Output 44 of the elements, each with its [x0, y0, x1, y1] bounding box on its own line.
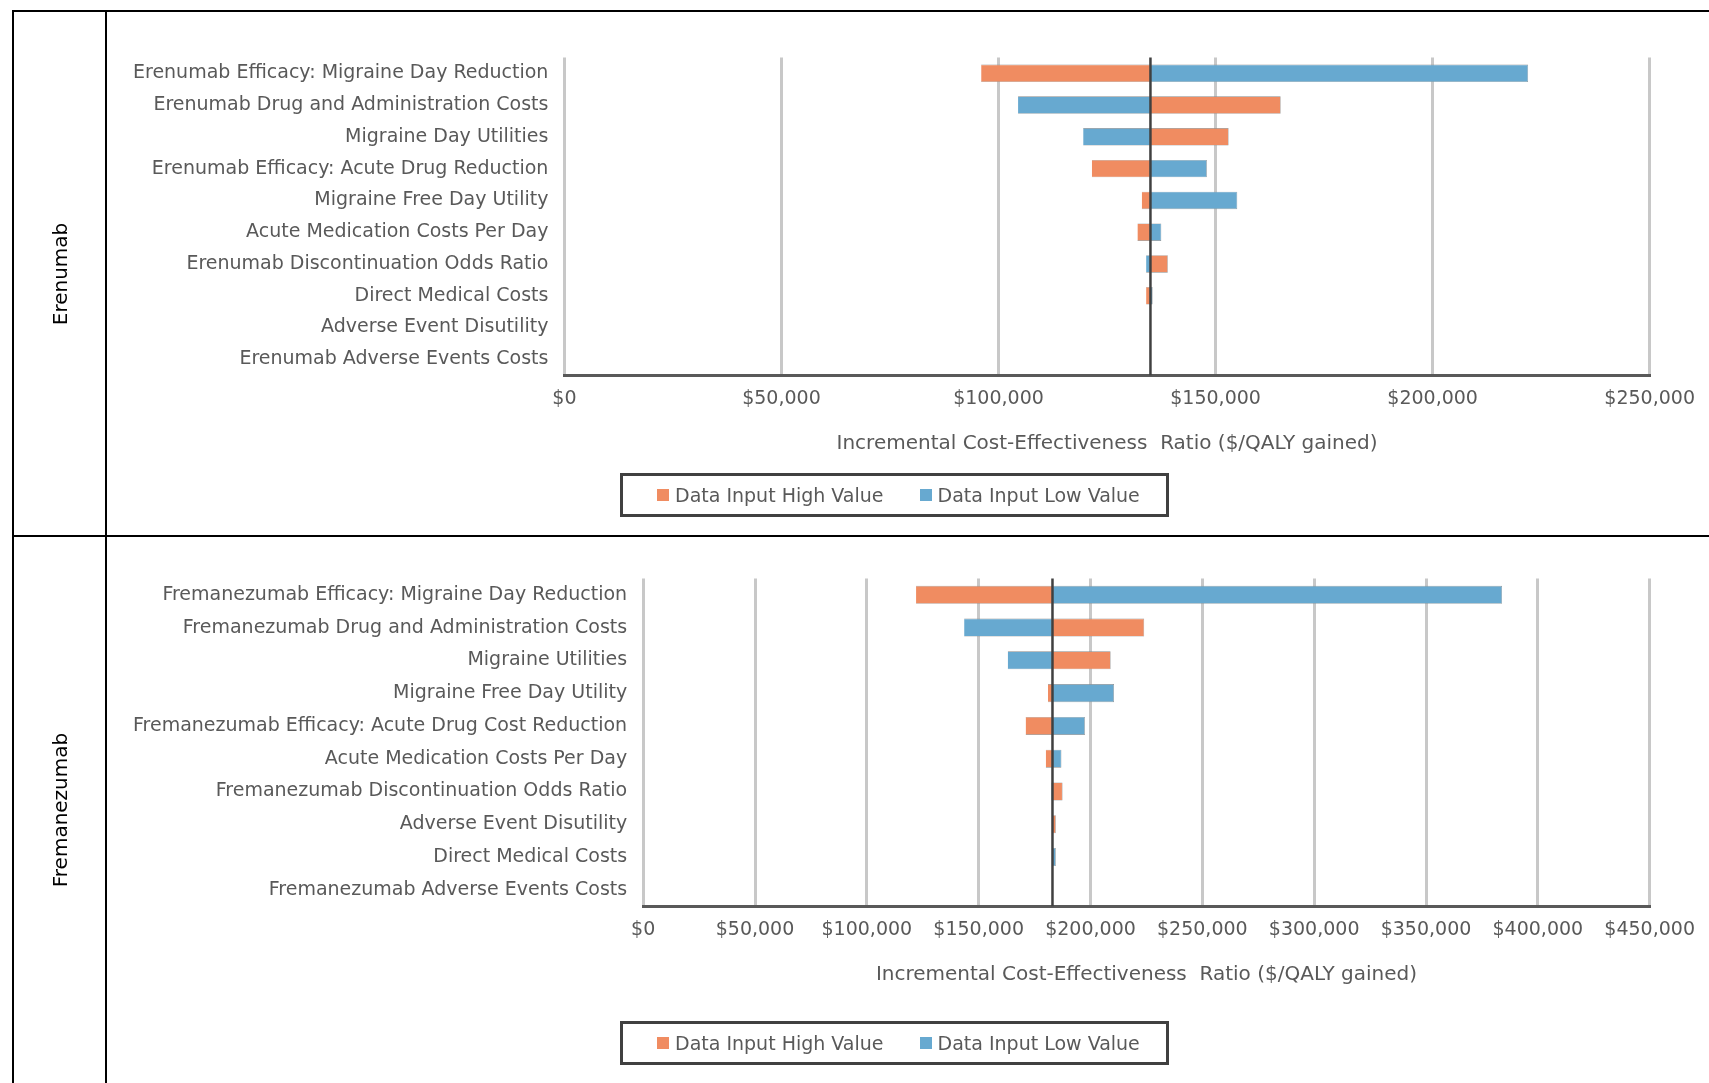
- x-tick-label: $200,000: [1045, 916, 1136, 939]
- x-tick-label: $150,000: [933, 916, 1024, 939]
- y-tick-label: Adverse Event Disutility: [321, 314, 549, 337]
- x-tick-label: $300,000: [1268, 916, 1360, 939]
- x-tick-label: $150,000: [1170, 385, 1261, 408]
- x-tick-label: $450,000: [1604, 916, 1696, 939]
- y-tick-label: Migraine Day Utilities: [345, 123, 549, 146]
- legend-label: Data Input High Value: [675, 484, 884, 506]
- y-tick-label: Fremanezumab Efficacy: Migraine Day Reduction: [162, 581, 628, 604]
- y-tick-label: Fremanezumab Adverse Events Costs: [268, 876, 628, 899]
- y-tick-label: Erenumab Efficacy: Acute Drug Reduction: [151, 155, 549, 178]
- y-tick-label: Fremanezumab Discontinuation Odds Ratio: [215, 778, 628, 801]
- x-tick-label: $400,000: [1492, 916, 1584, 939]
- y-tick-label: Direct Medical Costs: [354, 282, 549, 305]
- y-tick-label: Fremanezumab Efficacy: Acute Drug Cost Reduction: [133, 712, 628, 735]
- y-tick-label: Acute Medication Costs Per Day: [324, 745, 628, 768]
- y-tick-label: Direct Medical Costs: [433, 843, 628, 866]
- y-tick-label: Migraine Free Day Utility: [393, 680, 628, 703]
- y-tick-label: Migraine Free Day Utility: [314, 187, 549, 210]
- x-tick-label: $200,000: [1387, 385, 1478, 408]
- legend-label: Data Input Low Value: [937, 484, 1140, 506]
- y-tick-label: Erenumab Discontinuation Odds Ratio: [186, 250, 549, 273]
- x-tick-label: $100,000: [821, 916, 913, 939]
- y-tick-label: Adverse Event Disutility: [399, 811, 628, 834]
- x-tick-label: $50,000: [742, 385, 821, 408]
- legend-label: Data Input Low Value: [937, 1032, 1140, 1054]
- x-tick-label: $350,000: [1380, 916, 1472, 939]
- y-tick-label: Erenumab Efficacy: Migraine Day Reduction: [132, 60, 549, 83]
- x-tick-label: $0: [631, 916, 656, 939]
- x-axis-title: Incremental Cost-Effectiveness Ratio ($/QALY gained): [836, 430, 1378, 455]
- y-tick-label: Migraine Utilities: [467, 647, 628, 670]
- y-tick-label: Erenumab Drug and Administration Costs: [153, 92, 549, 115]
- y-tick-label: Acute Medication Costs Per Day: [246, 219, 549, 242]
- y-tick-label: Erenumab Adverse Events Costs: [239, 346, 549, 369]
- x-tick-label: $250,000: [1604, 385, 1696, 408]
- x-tick-label: $250,000: [1157, 916, 1248, 939]
- x-axis-title: Incremental Cost-Effectiveness Ratio ($/QALY gained): [875, 961, 1417, 986]
- y-tick-label: Fremanezumab Drug and Administration Costs: [182, 614, 628, 637]
- text: Erenumab: [47, 222, 72, 325]
- text: Fremanezumab: [47, 732, 72, 888]
- x-tick-label: $50,000: [715, 916, 795, 939]
- legend-label: Data Input High Value: [675, 1032, 884, 1054]
- x-tick-label: $0: [552, 385, 577, 408]
- x-tick-label: $100,000: [953, 385, 1044, 408]
